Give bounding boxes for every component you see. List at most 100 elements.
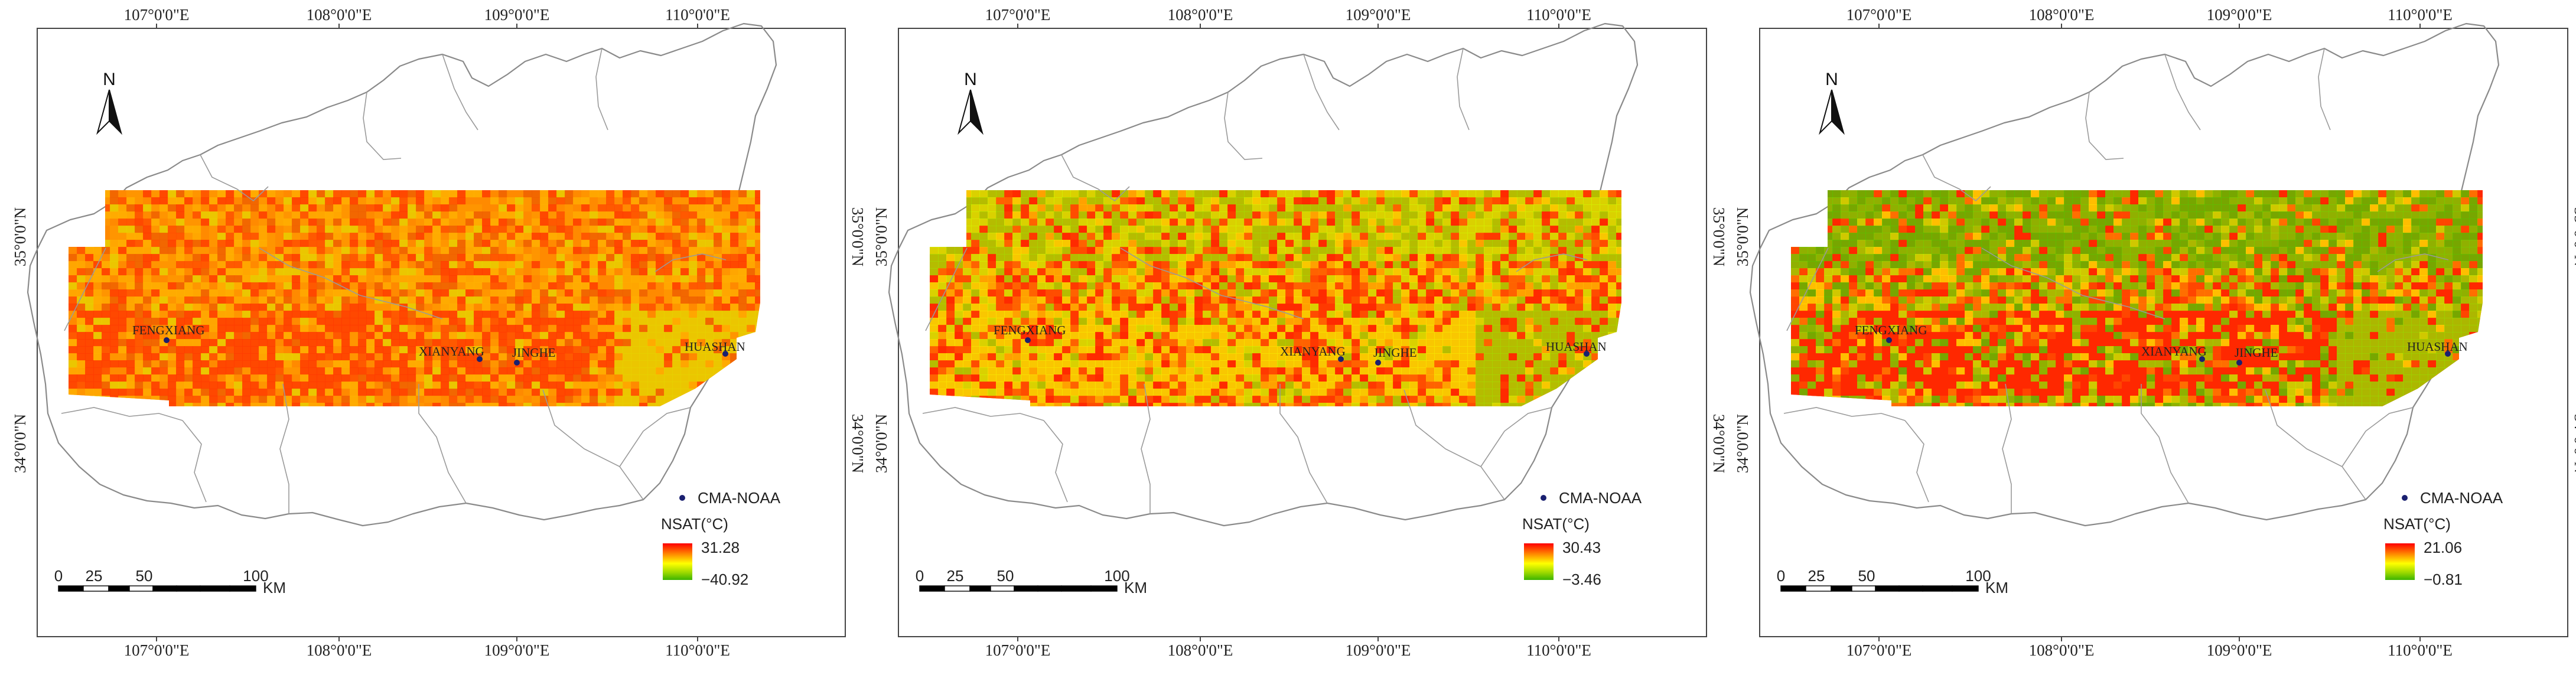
raster-cell xyxy=(1302,346,1311,354)
raster-cell xyxy=(275,304,284,311)
raster-cell xyxy=(424,226,433,233)
raster-cell xyxy=(1194,353,1203,361)
raster-cell xyxy=(1575,296,1584,304)
raster-cell xyxy=(1219,296,1228,304)
raster-cell xyxy=(1211,254,1220,262)
raster-cell xyxy=(1616,289,1621,297)
raster-cell xyxy=(102,353,110,361)
raster-cell xyxy=(1277,360,1286,368)
raster-cell xyxy=(1145,275,1154,283)
raster-cell xyxy=(126,296,135,304)
raster-cell xyxy=(1128,346,1137,354)
raster-cell xyxy=(126,374,135,382)
raster-cell xyxy=(730,197,739,205)
raster-cell xyxy=(432,325,441,333)
raster-cell xyxy=(1252,247,1261,255)
raster-cell xyxy=(135,190,144,198)
raster-cell xyxy=(1194,304,1203,311)
raster-cell xyxy=(441,325,450,333)
raster-cell xyxy=(1310,296,1319,304)
raster-cell xyxy=(143,346,152,354)
raster-cell xyxy=(963,296,972,304)
raster-cell xyxy=(366,226,375,233)
raster-cell xyxy=(1459,261,1468,269)
raster-cell xyxy=(1269,374,1278,382)
raster-cell xyxy=(1533,254,1542,262)
raster-cell xyxy=(1335,268,1344,276)
raster-cell xyxy=(267,403,276,406)
raster-cell xyxy=(1046,261,1054,269)
raster-cell xyxy=(69,275,77,283)
county-boundary xyxy=(259,247,443,320)
raster-cell xyxy=(1211,304,1220,311)
raster-cell xyxy=(234,346,243,354)
raster-cell xyxy=(664,211,673,219)
raster-cell xyxy=(110,389,119,396)
raster-cell xyxy=(284,403,292,406)
raster-cell xyxy=(284,211,292,219)
raster-cell xyxy=(118,325,127,333)
scale-unit: KM xyxy=(263,579,286,596)
raster-cell xyxy=(1170,268,1178,276)
raster-cell xyxy=(1161,190,1170,198)
raster-cell xyxy=(548,346,557,354)
raster-cell xyxy=(1145,367,1154,375)
raster-cell xyxy=(1277,367,1286,375)
raster-cell xyxy=(1616,233,1621,240)
raster-cell xyxy=(722,311,731,318)
raster-cell xyxy=(474,254,483,262)
raster-cell xyxy=(565,226,574,233)
raster-cell xyxy=(1103,304,1112,311)
raster-cell xyxy=(151,275,160,283)
raster-cell xyxy=(1269,240,1278,247)
raster-cell xyxy=(1029,353,1038,361)
raster-cell xyxy=(548,254,557,262)
raster-cell xyxy=(1343,204,1352,212)
raster-cell xyxy=(259,311,268,318)
raster-cell xyxy=(1542,190,1551,198)
raster-cell xyxy=(988,247,996,255)
raster-cell xyxy=(209,204,218,212)
raster-cell xyxy=(1542,360,1551,368)
raster-cell xyxy=(672,382,681,389)
raster-cell xyxy=(1178,367,1187,375)
raster-cell xyxy=(656,289,665,297)
raster-cell xyxy=(1542,289,1551,297)
raster-cell xyxy=(672,289,681,297)
raster-cell xyxy=(1302,275,1311,283)
raster-cell xyxy=(424,389,433,396)
raster-cell xyxy=(930,268,939,276)
raster-cell xyxy=(1244,240,1253,247)
raster-cell xyxy=(259,226,268,233)
raster-cell xyxy=(151,254,160,262)
raster-cell xyxy=(201,353,210,361)
raster-cell xyxy=(1294,197,1302,205)
raster-cell xyxy=(499,240,507,247)
raster-cell xyxy=(1575,204,1584,212)
raster-cell xyxy=(317,353,325,361)
raster-cell xyxy=(102,318,110,325)
raster-cell xyxy=(374,318,383,325)
raster-cell xyxy=(515,325,524,333)
raster-cell xyxy=(259,318,268,325)
raster-cell xyxy=(1533,240,1542,247)
raster-cell xyxy=(1393,332,1402,340)
raster-cell xyxy=(1360,374,1369,382)
raster-cell xyxy=(689,325,698,333)
raster-cell xyxy=(631,197,640,205)
raster-cell xyxy=(1103,382,1112,389)
raster-cell xyxy=(1153,275,1162,283)
raster-cell xyxy=(680,296,689,304)
raster-cell xyxy=(623,318,631,325)
raster-cell xyxy=(275,197,284,205)
raster-cell xyxy=(143,367,152,375)
raster-cell xyxy=(1252,226,1261,233)
raster-cell xyxy=(548,332,557,340)
raster-cell xyxy=(1509,367,1517,375)
raster-cell xyxy=(1153,339,1162,347)
raster-cell xyxy=(217,360,226,368)
raster-cell xyxy=(996,282,1005,290)
raster-cell xyxy=(1203,339,1212,347)
raster-cell xyxy=(523,304,532,311)
raster-cell xyxy=(705,339,714,347)
